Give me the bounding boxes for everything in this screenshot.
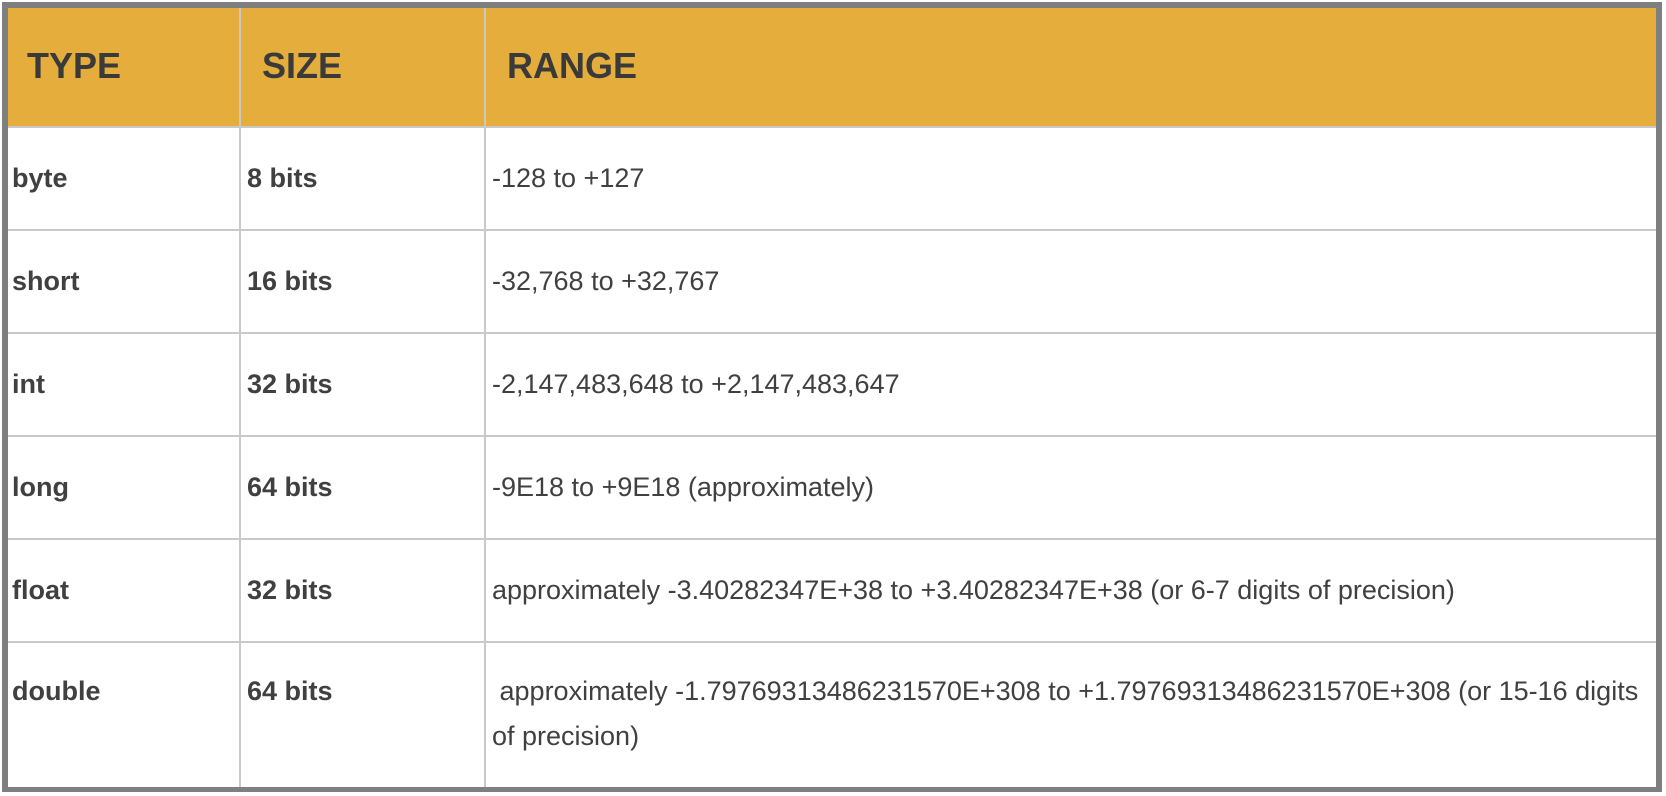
table-row: long 64 bits -9E18 to +9E18 (approximate… xyxy=(8,436,1656,540)
range-cell: -9E18 to +9E18 (approximately) xyxy=(485,436,1656,540)
type-cell: short xyxy=(8,230,241,334)
table-row: float 32 bits approximately -3.40282347E… xyxy=(8,539,1656,643)
table-row: short 16 bits -32,768 to +32,767 xyxy=(8,230,1656,334)
size-cell: 32 bits xyxy=(240,539,486,643)
size-cell: 64 bits xyxy=(240,642,486,787)
range-cell: -128 to +127 xyxy=(485,127,1656,231)
header-type: TYPE xyxy=(8,8,241,128)
range-cell: approximately -3.40282347E+38 to +3.4028… xyxy=(485,539,1656,643)
table-row: byte 8 bits -128 to +127 xyxy=(8,127,1656,231)
range-cell: -32,768 to +32,767 xyxy=(485,230,1656,334)
header-range: RANGE xyxy=(485,8,1656,128)
data-types-table: TYPE SIZE RANGE byte 8 bits -128 to +127… xyxy=(8,8,1656,787)
header-row: TYPE SIZE RANGE xyxy=(8,8,1656,128)
type-cell: double xyxy=(8,642,241,787)
type-cell: byte xyxy=(8,127,241,231)
type-cell: float xyxy=(8,539,241,643)
type-cell: long xyxy=(8,436,241,540)
size-cell: 64 bits xyxy=(240,436,486,540)
header-size: SIZE xyxy=(240,8,486,128)
size-cell: 32 bits xyxy=(240,333,486,437)
type-cell: int xyxy=(8,333,241,437)
table-row: double 64 bits approximately -1.79769313… xyxy=(8,642,1656,787)
range-cell: -2,147,483,648 to +2,147,483,647 xyxy=(485,333,1656,437)
size-cell: 8 bits xyxy=(240,127,486,231)
table-row: int 32 bits -2,147,483,648 to +2,147,483… xyxy=(8,333,1656,437)
range-cell: approximately -1.79769313486231570E+308 … xyxy=(485,642,1656,787)
size-cell: 16 bits xyxy=(240,230,486,334)
